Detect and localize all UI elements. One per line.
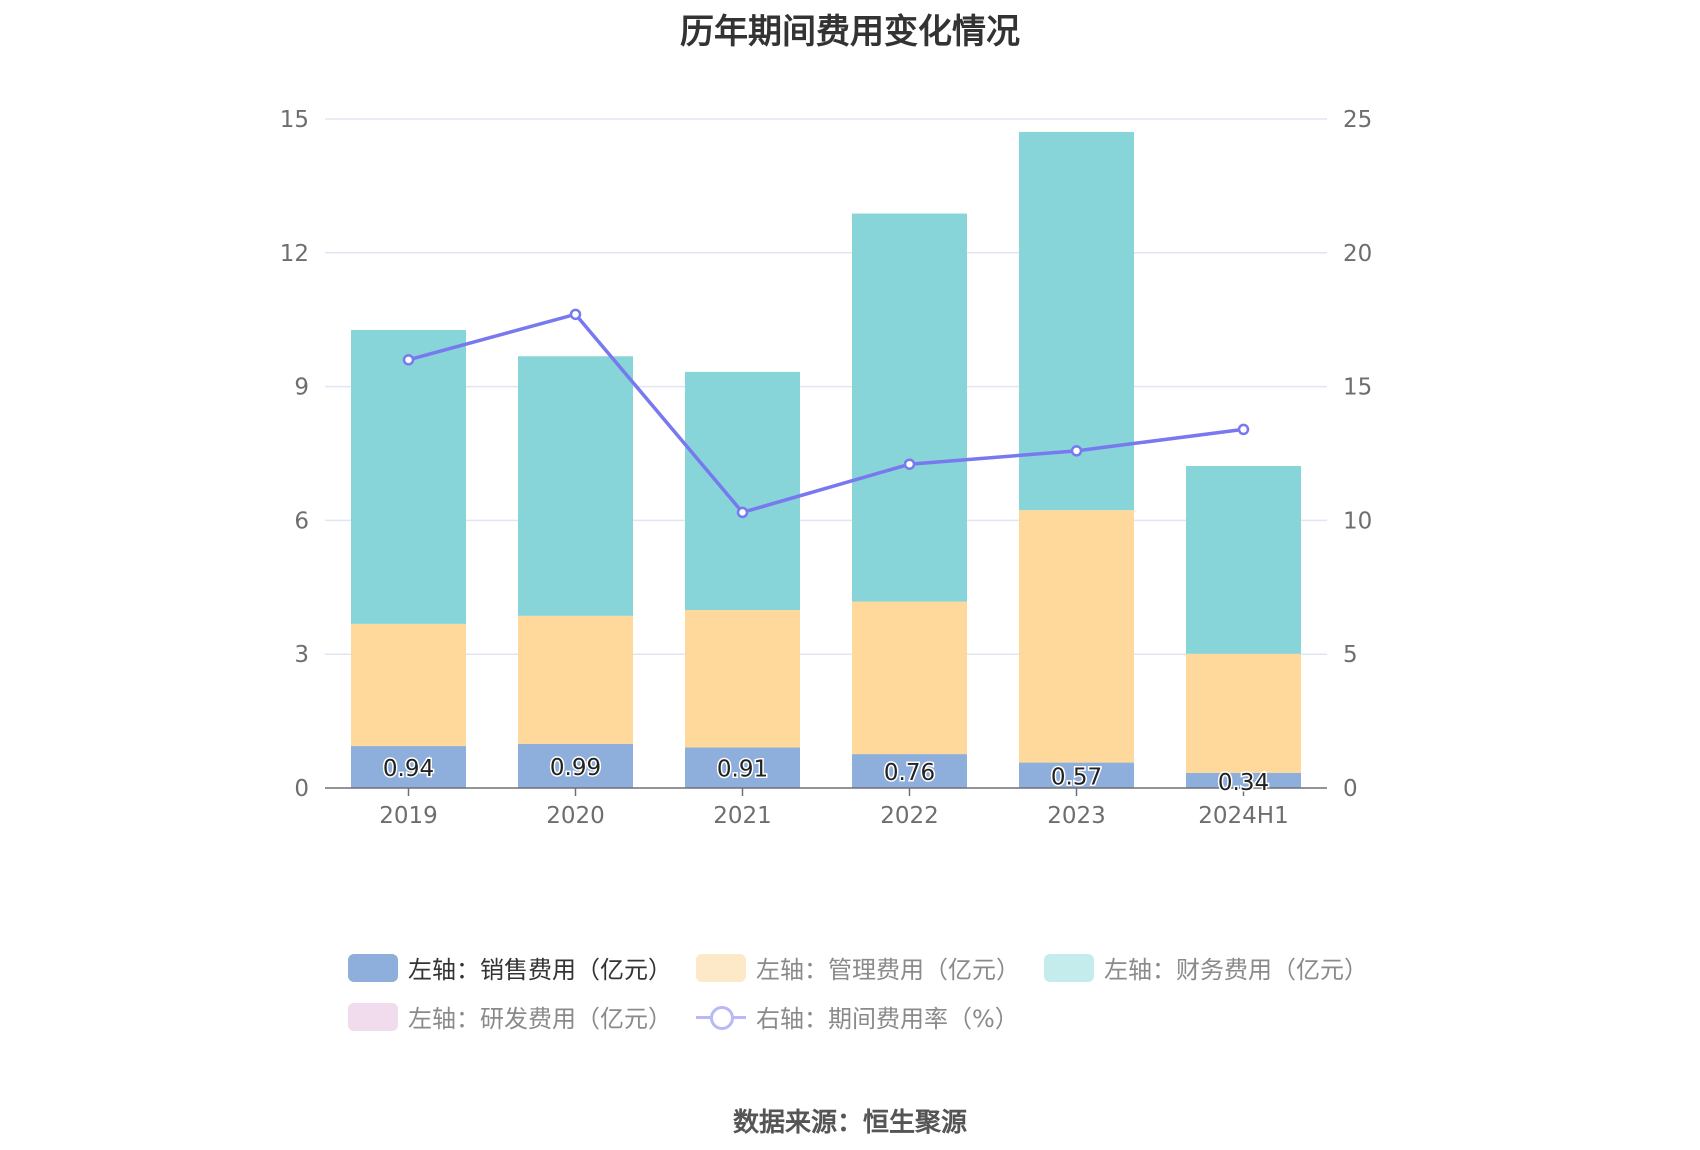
legend-swatch-management <box>696 953 746 982</box>
bar-segment <box>852 601 967 755</box>
data-label: 0.94 <box>383 756 434 782</box>
x-axis-tick-label: 2023 <box>1047 803 1106 829</box>
bar-segment <box>852 754 967 788</box>
legend-item-rd[interactable]: 左轴：研发费用（亿元） <box>348 999 672 1034</box>
legend-swatch-rd <box>348 1002 398 1031</box>
bar-segment <box>685 747 800 788</box>
legend-item-management[interactable]: 左轴：管理费用（亿元） <box>696 950 1020 985</box>
line-point <box>569 308 582 321</box>
right-axis-tick-label: 15 <box>1343 375 1372 401</box>
line-point <box>736 506 749 519</box>
data-label: 0.76 <box>884 760 935 786</box>
chart-title: 历年期间费用变化情况 <box>680 12 1020 52</box>
right-axis-tick-label: 10 <box>1343 508 1372 534</box>
line-point <box>1237 423 1250 436</box>
line-series <box>402 308 1250 519</box>
bar-segment <box>1019 762 1134 788</box>
right-axis-tick-label: 20 <box>1343 241 1372 267</box>
line-point <box>903 458 916 470</box>
right-axis-tick-label: 0 <box>1343 776 1358 802</box>
x-axis-tick-label: 2021 <box>713 803 772 829</box>
bar-series <box>351 131 1301 788</box>
bar-segment <box>1186 772 1301 788</box>
x-axis-tick-label: 2022 <box>880 803 939 829</box>
bar-segment <box>1186 653 1301 773</box>
bar-segment <box>351 623 466 747</box>
bar-segment <box>685 610 800 748</box>
bar-segment <box>518 743 633 788</box>
legend-swatch-expense-ratio <box>696 1003 746 1031</box>
line-point <box>402 354 415 366</box>
right-axis-tick-label: 25 <box>1343 107 1372 133</box>
line-expense-ratio <box>408 312 1244 515</box>
left-axis-tick-label: 6 <box>294 508 309 534</box>
legend-item-expense-ratio[interactable]: 右轴：期间费用率（%） <box>696 999 1019 1034</box>
x-axis-tick-label: 2020 <box>546 803 605 829</box>
x-axis-tick-label: 2024H1 <box>1198 803 1288 829</box>
bar-segment <box>518 615 633 744</box>
data-source: 数据来源：恒生聚源 <box>732 1108 967 1138</box>
data-label: 0.57 <box>1051 764 1102 790</box>
legend-swatch-sales <box>348 953 398 982</box>
x-axis-tick-label: 2019 <box>379 803 438 829</box>
legend-label-rd: 左轴：研发费用（亿元） <box>408 1005 672 1033</box>
bar-segment <box>351 746 466 788</box>
legend-item-sales[interactable]: 左轴：销售费用（亿元） <box>348 950 672 985</box>
line-point <box>1070 445 1083 457</box>
bar-segment <box>685 371 800 611</box>
legend-label-finance: 左轴：财务费用（亿元） <box>1104 956 1368 984</box>
axes: 0 3 6 9 12 15 0 5 10 15 20 25 2019 2020 2021 2022 2023 20… <box>280 107 1373 829</box>
bar-segment <box>852 213 967 602</box>
bar-segment <box>1186 465 1301 654</box>
legend-swatch-finance <box>1044 953 1094 982</box>
left-axis-tick-label: 0 <box>294 776 309 802</box>
left-axis-tick-label: 15 <box>280 107 309 133</box>
legend-label-sales: 左轴：销售费用（亿元） <box>408 956 672 984</box>
data-labels: 0.94 0.99 0.91 0.76 0.57 0.34 <box>381 753 1270 797</box>
left-axis-tick-label: 12 <box>280 241 309 267</box>
legend-label-expense-ratio: 右轴：期间费用率（%） <box>756 1005 1019 1033</box>
data-label: 0.91 <box>717 757 768 783</box>
right-axis-tick-label: 5 <box>1343 642 1358 668</box>
gridlines <box>325 118 1327 655</box>
left-axis-tick-label: 9 <box>294 375 309 401</box>
data-label: 0.34 <box>1218 770 1269 796</box>
legend-label-management: 左轴：管理费用（亿元） <box>756 956 1020 984</box>
bar-segment <box>351 329 466 624</box>
left-axis-tick-label: 3 <box>294 642 309 668</box>
bar-segment <box>1019 510 1134 763</box>
data-label: 0.99 <box>550 755 601 781</box>
legend-item-finance[interactable]: 左轴：财务费用（亿元） <box>1044 950 1368 985</box>
bar-segment <box>518 356 633 616</box>
